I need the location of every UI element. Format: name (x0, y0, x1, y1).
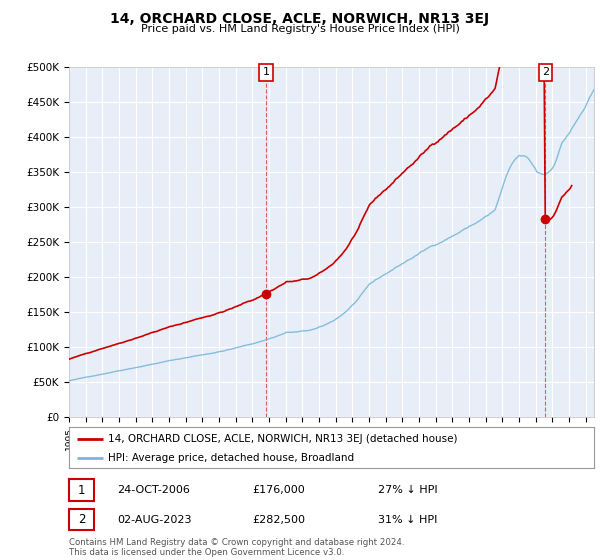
Text: 14, ORCHARD CLOSE, ACLE, NORWICH, NR13 3EJ: 14, ORCHARD CLOSE, ACLE, NORWICH, NR13 3… (110, 12, 490, 26)
Text: Price paid vs. HM Land Registry's House Price Index (HPI): Price paid vs. HM Land Registry's House … (140, 24, 460, 34)
Text: 24-OCT-2006: 24-OCT-2006 (117, 485, 190, 495)
Text: £282,500: £282,500 (252, 515, 305, 525)
Text: 2: 2 (78, 513, 85, 526)
Text: 1: 1 (262, 67, 269, 77)
Text: Contains HM Land Registry data © Crown copyright and database right 2024.
This d: Contains HM Land Registry data © Crown c… (69, 538, 404, 557)
Text: 14, ORCHARD CLOSE, ACLE, NORWICH, NR13 3EJ (detached house): 14, ORCHARD CLOSE, ACLE, NORWICH, NR13 3… (109, 433, 458, 444)
Text: £176,000: £176,000 (252, 485, 305, 495)
Text: 1: 1 (78, 483, 85, 497)
Text: 31% ↓ HPI: 31% ↓ HPI (378, 515, 437, 525)
Text: 27% ↓ HPI: 27% ↓ HPI (378, 485, 437, 495)
Text: 02-AUG-2023: 02-AUG-2023 (117, 515, 191, 525)
Text: HPI: Average price, detached house, Broadland: HPI: Average price, detached house, Broa… (109, 452, 355, 463)
Text: 2: 2 (542, 67, 549, 77)
